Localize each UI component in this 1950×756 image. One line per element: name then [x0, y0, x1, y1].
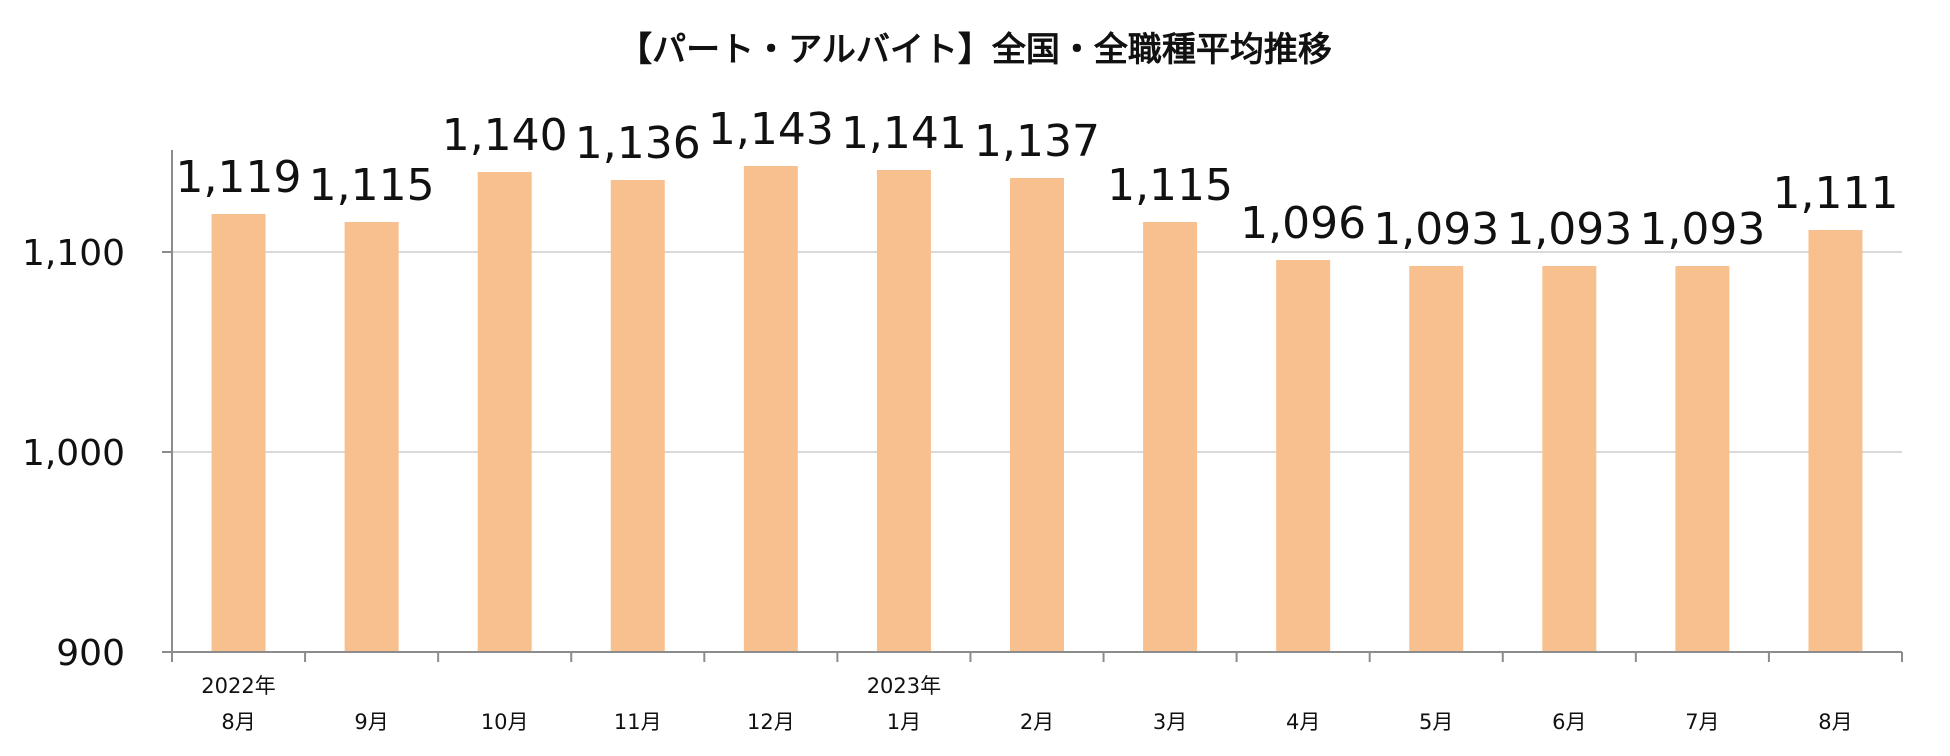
data-label: 1,136 [575, 118, 701, 169]
bar [876, 170, 931, 652]
tick-labels: 900 1,000 1,100 2022年 8月 9月 10月 11月 12月 2023年 1月 2月… [22, 233, 1853, 734]
x-tick-label: 8月 [221, 710, 255, 734]
bar [211, 214, 266, 652]
bar [743, 166, 798, 652]
x-tick-label: 9月 [354, 710, 388, 734]
data-label: 1,093 [1639, 204, 1765, 255]
bar [1409, 266, 1464, 652]
x-tick-label: 11月 [614, 710, 662, 734]
data-label: 1,141 [841, 108, 967, 159]
x-year-label: 2022年 [201, 674, 275, 698]
x-tick-label: 12月 [747, 710, 795, 734]
data-label: 1,140 [442, 110, 568, 161]
x-tick-label: 3月 [1153, 710, 1187, 734]
data-label: 1,137 [974, 116, 1100, 167]
bar [344, 222, 399, 652]
bar [610, 180, 665, 652]
chart-title: 【パート・アルバイト】全国・全職種平均推移 [618, 30, 1332, 70]
bar [1542, 266, 1597, 652]
x-year-label: 2023年 [867, 674, 941, 698]
data-label: 1,143 [708, 104, 834, 155]
x-tick-label: 1月 [887, 710, 921, 734]
y-tick-label: 900 [56, 633, 125, 674]
bar [477, 172, 532, 652]
data-label: 1,096 [1240, 198, 1366, 249]
bar [1143, 222, 1198, 652]
bar [1010, 178, 1064, 652]
data-label: 1,093 [1373, 204, 1499, 255]
y-tick-label: 1,100 [22, 233, 125, 274]
x-tick-label: 6月 [1552, 710, 1586, 734]
x-tick-label: 7月 [1685, 710, 1719, 734]
bar [1675, 266, 1730, 652]
x-tick-label: 4月 [1286, 710, 1320, 734]
data-label: 1,119 [176, 152, 302, 203]
data-label: 1,115 [1107, 160, 1233, 211]
x-tick-label: 8月 [1818, 710, 1852, 734]
data-label: 1,115 [309, 160, 435, 211]
x-tick-label: 2月 [1020, 710, 1054, 734]
data-label: 1,093 [1506, 204, 1632, 255]
y-tick-label: 1,000 [22, 433, 125, 474]
bar [1808, 230, 1863, 652]
bars [211, 166, 1863, 652]
x-tick-label: 10月 [481, 710, 529, 734]
data-label: 1,111 [1772, 168, 1898, 219]
bar [1276, 260, 1331, 652]
axes [162, 150, 1903, 662]
x-tick-label: 5月 [1419, 710, 1453, 734]
